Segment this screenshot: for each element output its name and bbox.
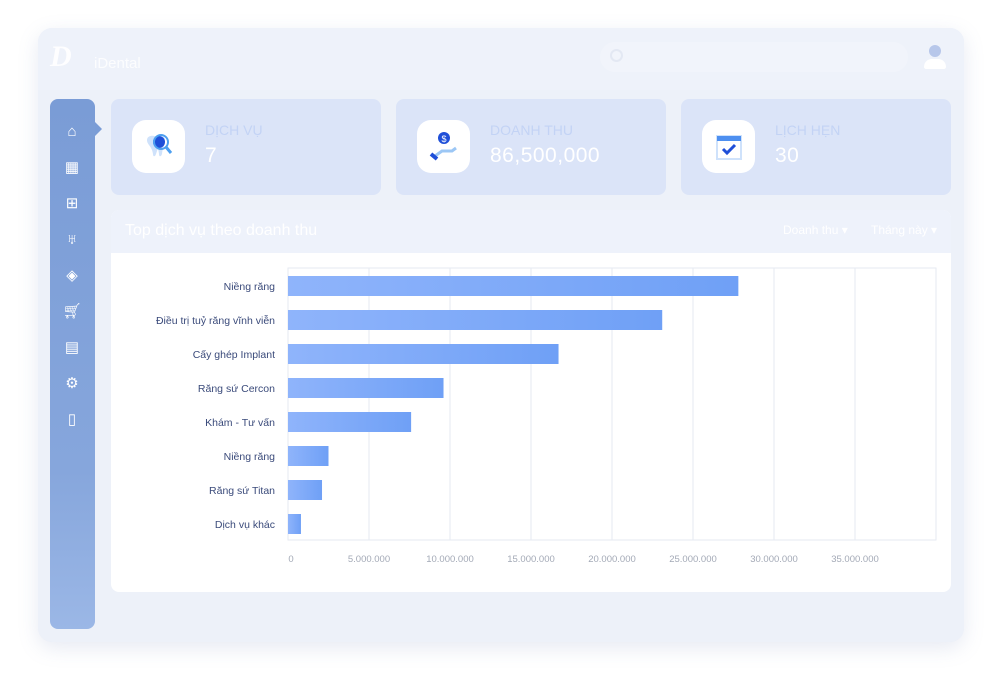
y-category-label: Răng sứ Cercon [198, 383, 275, 395]
settings-icon[interactable]: ⚙ [65, 375, 79, 392]
tooth-search-icon [132, 120, 185, 173]
calendar-check-icon [702, 120, 755, 173]
revenue-bar-chart: 0 5.000.000 10.000.000 15.000.000 20.000.000… [156, 267, 937, 565]
x-tick-label: 0 [288, 554, 293, 565]
sidebar: ⌂ ▦ ⊞ ♅ ◈ 🛒︎ ▤ ⚙ ▯ [50, 99, 102, 629]
svg-text:$: $ [441, 134, 446, 144]
app-window: D iDental ⌂ ▦ ⊞ ♅ ◈ 🛒︎ ▤ ⚙ ▯ DỊCH VỤ 7 $… [38, 28, 964, 642]
stat-card-appointments[interactable]: LỊCH HẸN 30 [681, 99, 951, 195]
y-category-label: Dịch vụ khác [215, 519, 275, 531]
x-tick-label: 15.000.000 [507, 554, 555, 565]
y-category-label: Răng sứ Titan [209, 485, 275, 497]
top-bar: D iDental [38, 28, 964, 90]
stat-value: 86,500,000 [490, 144, 601, 167]
x-tick-label: 5.000.000 [348, 554, 390, 565]
bar [288, 412, 412, 432]
brand-name: iDental [94, 55, 141, 72]
y-category-label: Niềng răng [224, 451, 276, 463]
clipboard-icon[interactable]: ▤ [64, 339, 80, 356]
stat-card-services[interactable]: DỊCH VỤ 7 [111, 99, 381, 195]
cart-icon[interactable]: 🛒︎ [62, 303, 82, 320]
medical-kit-icon[interactable]: ⊞ [65, 195, 79, 212]
x-tick-label: 10.000.000 [426, 554, 474, 565]
bar [288, 378, 444, 398]
metric-dropdown[interactable]: Doanh thu ▾ [783, 223, 848, 237]
bar [288, 344, 559, 364]
search-icon [610, 49, 623, 62]
stat-label: DOANH THU [490, 122, 573, 138]
bar [288, 514, 301, 534]
metric-dropdown-label: Doanh thu [783, 223, 839, 237]
panel-title: Top dịch vụ theo doanh thu [125, 222, 318, 239]
y-category-label: Khám - Tư vấn [205, 417, 275, 429]
avatar[interactable] [923, 43, 947, 71]
y-category-label: Điều trị tuỷ răng vĩnh viễn [156, 314, 275, 327]
stat-label: DỊCH VỤ [205, 122, 263, 138]
panel-header: Top dịch vụ theo doanh thu Doanh thu ▾ T… [111, 210, 951, 253]
stat-value: 7 [205, 144, 218, 167]
x-tick-label: 25.000.000 [669, 554, 717, 565]
x-tick-label: 30.000.000 [750, 554, 798, 565]
stat-card-revenue[interactable]: $ DOANH THU 86,500,000 [396, 99, 666, 195]
y-category-label: Niềng răng [224, 281, 276, 293]
calendar-icon[interactable]: ▦ [64, 159, 80, 176]
bar [288, 480, 323, 500]
logo[interactable]: D [50, 40, 72, 73]
stat-value: 30 [775, 144, 800, 167]
period-dropdown[interactable]: Tháng này ▾ [871, 223, 938, 237]
box-icon[interactable]: ◈ [66, 267, 78, 284]
top-services-panel: Top dịch vụ theo doanh thu Doanh thu ▾ T… [111, 210, 951, 592]
home-icon[interactable]: ⌂ [67, 122, 77, 140]
document-icon[interactable]: ▯ [67, 411, 77, 428]
x-tick-label: 35.000.000 [831, 554, 879, 565]
money-hand-icon: $ [417, 120, 470, 173]
bar [288, 446, 329, 466]
tooth-icon[interactable]: ♅ [66, 230, 78, 248]
bar [288, 310, 663, 330]
bar [288, 276, 739, 296]
x-tick-label: 20.000.000 [588, 554, 636, 565]
stat-label: LỊCH HẸN [775, 122, 841, 138]
y-category-label: Cấy ghép Implant [193, 349, 275, 361]
period-dropdown-label: Tháng này [871, 223, 928, 237]
search-input[interactable] [600, 42, 908, 72]
